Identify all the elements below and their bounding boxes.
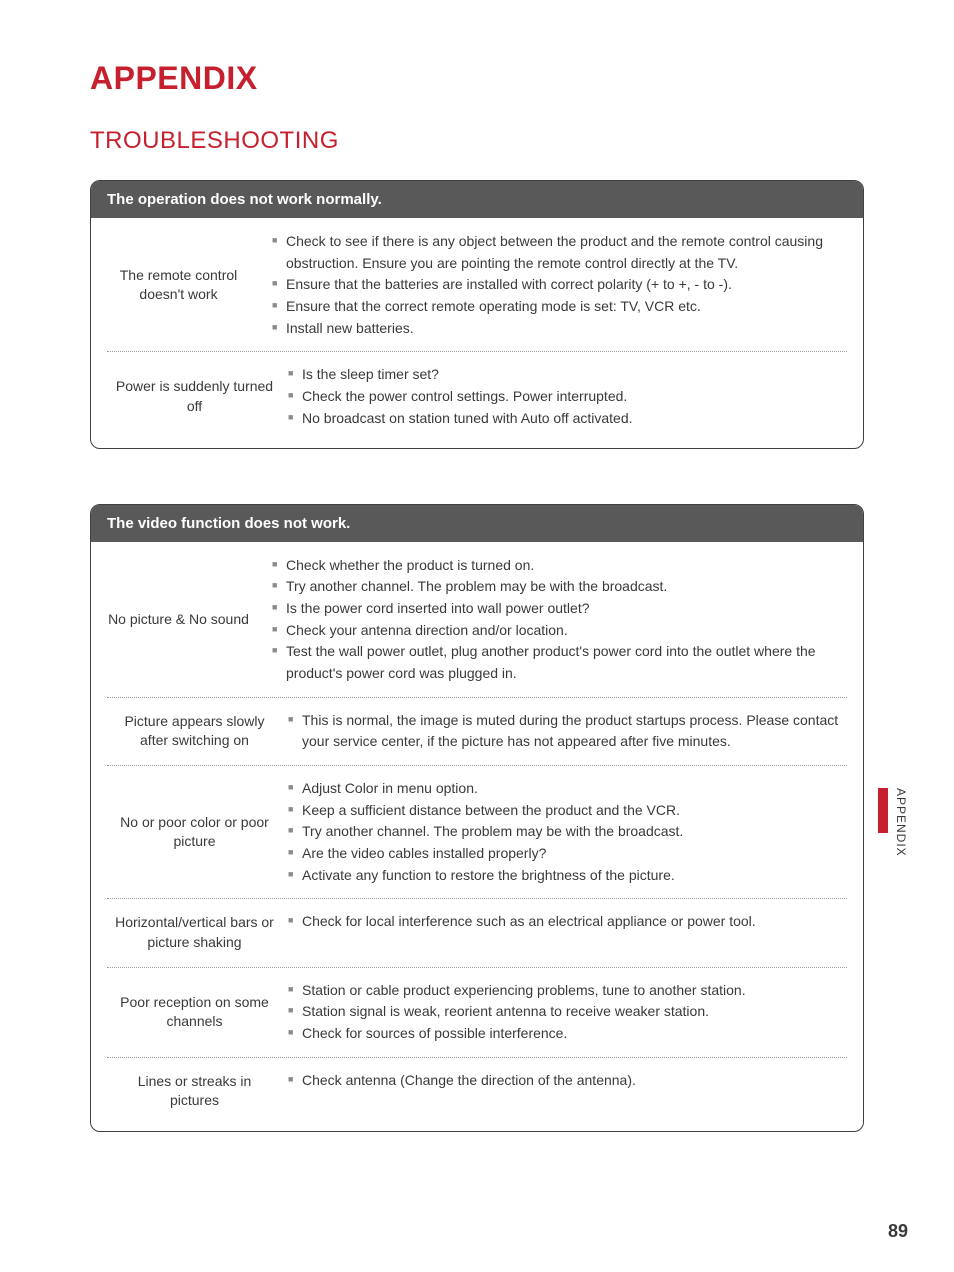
solution-item: Station signal is weak, reorient antenna… — [288, 1001, 841, 1023]
section-title: TROUBLESHOOTING — [90, 127, 864, 155]
symptom-cell: Horizontal/vertical bars or picture shak… — [107, 899, 282, 966]
table-row: Power is suddenly turned offIs the sleep… — [107, 351, 847, 447]
side-tab: APPENDIX — [878, 788, 908, 857]
symptom-cell: No or poor color or poor picture — [107, 766, 282, 898]
table-row: No or poor color or poor pictureAdjust C… — [107, 765, 847, 898]
solutions-list: Adjust Color in menu option.Keep a suffi… — [288, 778, 841, 886]
panel-header: The video function does not work. — [91, 505, 863, 542]
solution-item: Activate any function to restore the bri… — [288, 865, 841, 887]
solutions-list: Is the sleep timer set?Check the power c… — [288, 364, 841, 429]
solutions-list: Check antenna (Change the direction of t… — [288, 1070, 841, 1092]
solution-item: Ensure that the batteries are installed … — [272, 274, 857, 296]
solution-item: Check the power control settings. Power … — [288, 386, 841, 408]
solution-item: Install new batteries. — [272, 318, 857, 340]
solution-item: Keep a sufficient distance between the p… — [288, 800, 841, 822]
symptom-cell: Poor reception on some channels — [107, 968, 282, 1057]
solution-item: Check for local interference such as an … — [288, 911, 841, 933]
solution-item: Check whether the product is turned on. — [272, 555, 857, 577]
page-content: APPENDIX TROUBLESHOOTING The operation d… — [0, 0, 954, 1227]
table-row: Poor reception on some channels Station o… — [107, 967, 847, 1057]
solutions-cell: This is normal, the image is muted durin… — [282, 698, 847, 765]
troubleshoot-panel: The video function does not work.No pict… — [90, 504, 864, 1132]
solution-item: Is the power cord inserted into wall pow… — [272, 598, 857, 620]
solution-item: Try another channel. The problem may be … — [288, 821, 841, 843]
solutions-list: Check for local interference such as an … — [288, 911, 841, 933]
solutions-list: This is normal, the image is muted durin… — [288, 710, 841, 753]
symptom-cell: Power is suddenly turned off — [107, 352, 282, 441]
solution-item: Is the sleep timer set? — [288, 364, 841, 386]
symptom-cell: No picture & No sound — [91, 543, 266, 697]
solutions-list: Station or cable product experiencing pr… — [288, 980, 841, 1045]
table-row: No picture & No soundCheck whether the p… — [91, 542, 863, 697]
solutions-cell: Station or cable product experiencing pr… — [282, 968, 847, 1057]
solution-item: Are the video cables installed properly? — [288, 843, 841, 865]
panel-header: The operation does not work normally. — [91, 181, 863, 218]
side-tab-label: APPENDIX — [894, 788, 908, 857]
solution-item: This is normal, the image is muted durin… — [288, 710, 841, 753]
table-row: Lines or streaks in pictures Check antenn… — [107, 1057, 847, 1131]
side-tab-bar — [878, 788, 888, 833]
solutions-cell: Is the sleep timer set?Check the power c… — [282, 352, 847, 441]
solution-item: Ensure that the correct remote operating… — [272, 296, 857, 318]
solution-item: Adjust Color in menu option. — [288, 778, 841, 800]
table-row: Horizontal/vertical bars or picture shak… — [107, 898, 847, 966]
solutions-cell: Check antenna (Change the direction of t… — [282, 1058, 847, 1125]
symptom-cell: Picture appears slowly after switching o… — [107, 698, 282, 765]
solutions-list: Check to see if there is any object betw… — [272, 231, 857, 339]
solution-item: Try another channel. The problem may be … — [272, 576, 857, 598]
solutions-cell: Check to see if there is any object betw… — [266, 219, 863, 351]
symptom-cell: Lines or streaks in pictures — [107, 1058, 282, 1125]
solution-item: No broadcast on station tuned with Auto … — [288, 408, 841, 430]
table-row: The remote control doesn't workCheck to … — [91, 218, 863, 351]
panels-container: The operation does not work normally.The… — [90, 180, 864, 1132]
solution-item: Station or cable product experiencing pr… — [288, 980, 841, 1002]
page-number: 89 — [888, 1221, 908, 1242]
solutions-cell: Adjust Color in menu option.Keep a suffi… — [282, 766, 847, 898]
solutions-list: Check whether the product is turned on.T… — [272, 555, 857, 685]
solution-item: Test the wall power outlet, plug another… — [272, 641, 857, 684]
solutions-cell: Check whether the product is turned on.T… — [266, 543, 863, 697]
solution-item: Check antenna (Change the direction of t… — [288, 1070, 841, 1092]
solution-item: Check for sources of possible interferen… — [288, 1023, 841, 1045]
solution-item: Check to see if there is any object betw… — [272, 231, 857, 274]
troubleshoot-panel: The operation does not work normally.The… — [90, 180, 864, 449]
solution-item: Check your antenna direction and/or loca… — [272, 620, 857, 642]
symptom-cell: The remote control doesn't work — [91, 219, 266, 351]
table-row: Picture appears slowly after switching o… — [107, 697, 847, 765]
solutions-cell: Check for local interference such as an … — [282, 899, 847, 966]
main-title: APPENDIX — [90, 60, 864, 97]
